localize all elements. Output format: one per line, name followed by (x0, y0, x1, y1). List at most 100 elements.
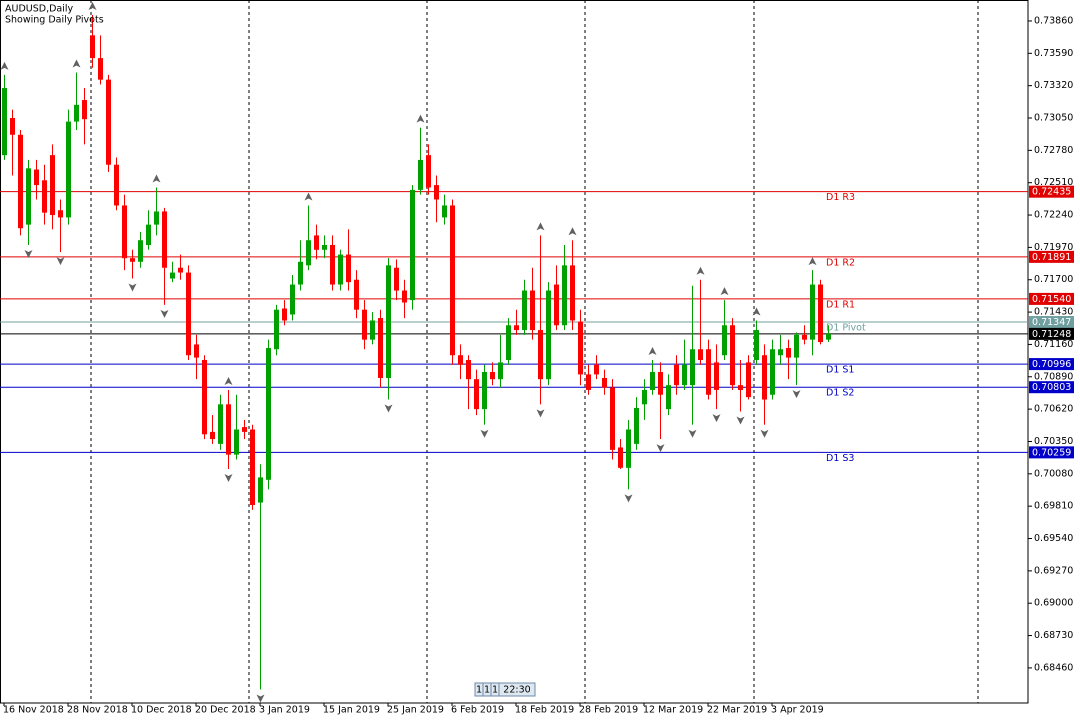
candle-body (42, 180, 47, 213)
price-box (1029, 327, 1074, 340)
candle-body (690, 349, 695, 386)
x-tick-label: 3 Apr 2019 (771, 705, 824, 716)
candle-body (538, 330, 543, 380)
price-box-label: 0.72435 (1032, 187, 1071, 198)
price-box (1029, 292, 1074, 305)
candle-body (498, 362, 503, 380)
y-tick-label: 0.71970 (1034, 242, 1073, 253)
axis: 0.73860 0.73590 0.73320 0.73050 0.72780 0.725… (3, 15, 1074, 716)
fractal-down (24, 249, 33, 258)
fractal-down (128, 283, 137, 292)
candle-body (34, 169, 39, 186)
fractal-down (688, 429, 697, 438)
y-tick-label: 0.69810 (1034, 501, 1073, 512)
candle-body (546, 290, 551, 380)
badge-box (498, 682, 536, 697)
fractal-down (624, 494, 633, 503)
candle-body (786, 348, 791, 358)
candle-body (330, 244, 335, 285)
candle-body (258, 477, 263, 503)
candle-body (586, 374, 591, 390)
price-box-label: 0.70996 (1032, 359, 1071, 370)
candle-body (194, 344, 199, 358)
pivot-label: D1 R1 (826, 299, 855, 310)
candle-body (162, 211, 167, 268)
candle-body (706, 349, 711, 395)
pivot-label: D1 S2 (826, 388, 854, 399)
pivot-label: D1 S3 (826, 453, 854, 464)
candle-body (26, 168, 31, 225)
candle-body (282, 308, 287, 321)
candle-body (2, 88, 7, 156)
price-box (1029, 381, 1074, 394)
candle-body (154, 211, 159, 225)
candle-body (562, 265, 567, 326)
candle-body (698, 349, 703, 361)
fractal-down (256, 694, 265, 703)
candle-body (202, 360, 207, 435)
candle-body (818, 284, 823, 343)
pivot-label: D1 R3 (826, 192, 855, 203)
candle-body (122, 205, 127, 259)
candles (0, 1, 831, 703)
candle-body (482, 371, 487, 410)
fractal-down (536, 409, 545, 418)
price-box-label: 0.70259 (1032, 447, 1071, 458)
candle-body (274, 309, 279, 350)
candle-body (18, 134, 23, 229)
fractal-up (224, 376, 233, 385)
candle-body (378, 318, 383, 378)
candle-body (754, 330, 759, 361)
candle-body (250, 429, 255, 505)
y-tick-label: 0.70620 (1034, 404, 1073, 415)
candle-body (770, 349, 775, 395)
candle-body (242, 427, 247, 432)
pivot-label: D1 R2 (826, 257, 855, 268)
candle-body (570, 265, 575, 321)
y-tick-label: 0.70890 (1034, 371, 1073, 382)
x-tick-label: 3 Jan 2019 (259, 705, 310, 716)
candle-body (682, 364, 687, 386)
candle-body (738, 385, 743, 390)
candle-body (506, 325, 511, 361)
candle-body (218, 404, 223, 444)
candle-body (594, 364, 599, 375)
y-tick-label: 0.68730 (1034, 630, 1073, 641)
candle-body (730, 325, 735, 386)
candle-body (418, 159, 423, 190)
candle-body (114, 164, 119, 206)
pivot-label: D1 Pivot (826, 323, 866, 334)
price-box (1029, 358, 1074, 371)
candle-body (746, 362, 751, 398)
y-tick-label: 0.73860 (1034, 15, 1073, 26)
candle-body (322, 244, 327, 250)
x-tick-label: 20 Dec 2018 (195, 705, 256, 716)
candle-body (234, 429, 239, 455)
fractal-up (536, 222, 545, 231)
candle-body (666, 385, 671, 410)
candle-body (338, 254, 343, 285)
badge-text: 22:30 (503, 685, 530, 696)
candle-body (146, 224, 151, 245)
y-tick-label: 0.73320 (1034, 80, 1073, 91)
candle-body (434, 185, 439, 200)
x-tick-label: 10 Dec 2018 (131, 705, 192, 716)
candle-body (514, 325, 519, 331)
candle-body (826, 333, 831, 340)
candle-body (90, 35, 95, 59)
candle-body (66, 121, 71, 218)
candle-body (210, 431, 215, 440)
price-box-label: 0.71891 (1032, 252, 1071, 263)
fractal-up (696, 266, 705, 275)
fractal-up (720, 287, 729, 296)
levels: D1 R3 D1 R2 D1 R1 D1 Pivot D1 S1 D1 S2 D1 S3 (0, 191, 1028, 464)
candle-body (490, 371, 495, 380)
y-tick-label: 0.73050 (1034, 113, 1073, 124)
y-tick-label: 0.72780 (1034, 145, 1073, 156)
badge-text: 1 (492, 685, 498, 696)
y-tick-label: 0.69270 (1034, 565, 1073, 576)
fractal-down (736, 416, 745, 425)
fractal-up (752, 307, 761, 316)
fractal-up (416, 114, 425, 123)
